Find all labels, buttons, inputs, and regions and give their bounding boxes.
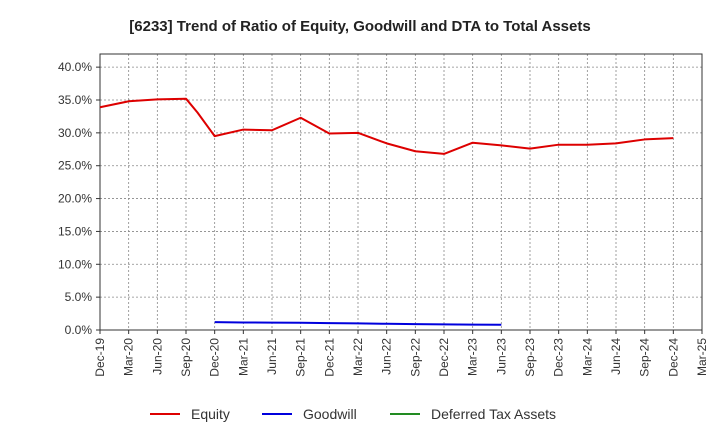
x-tick-label: Dec-22 [437, 338, 451, 377]
x-tick-label: Dec-21 [322, 338, 336, 377]
x-tick-label: Sep-21 [294, 338, 308, 377]
x-tick-label: Mar-21 [236, 338, 250, 376]
y-axis: 0.0% 5.0% 10.0% 15.0% 20.0% 25.0% 30.0% 35.0% 40… [58, 60, 100, 337]
x-tick-label: Jun-20 [150, 338, 164, 375]
y-tick-label: 25.0% [58, 159, 92, 173]
x-tick-label: Dec-23 [552, 338, 566, 377]
x-tick-label: Mar-23 [466, 338, 480, 376]
x-axis: Dec-19 Mar-20 Jun-20 Sep-20 Dec-20 Mar-21 Jun-… [93, 330, 709, 377]
y-tick-label: 40.0% [58, 60, 92, 74]
y-tick-label: 20.0% [58, 192, 92, 206]
x-tick-label: Mar-22 [351, 338, 365, 376]
x-tick-label: Mar-24 [580, 338, 594, 376]
legend-label-equity: Equity [191, 406, 230, 422]
series-layer [99, 97, 674, 326]
legend-label-goodwill: Goodwill [303, 406, 357, 422]
chart-title: [6233] Trend of Ratio of Equity, Goodwil… [129, 18, 590, 35]
x-tick-label: Jun-22 [380, 338, 394, 375]
x-tick-label: Jun-21 [265, 338, 279, 375]
x-tick-label: Jun-24 [609, 338, 623, 375]
x-tick-label: Sep-20 [179, 338, 193, 377]
x-tick-label: Jun-23 [494, 338, 508, 375]
x-tick-label: Dec-20 [208, 338, 222, 377]
y-tick-label: 15.0% [58, 224, 92, 238]
x-tick-label: Mar-25 [695, 338, 709, 376]
y-tick-label: 5.0% [65, 290, 93, 304]
plot-area [99, 53, 703, 331]
y-tick-label: 30.0% [58, 126, 92, 140]
y-tick-label: 0.0% [65, 323, 93, 337]
x-tick-label: Sep-23 [523, 338, 537, 377]
x-tick-label: Sep-24 [638, 338, 652, 377]
legend-label-deferred-tax-assets: Deferred Tax Assets [431, 406, 556, 422]
x-tick-label: Mar-20 [122, 338, 136, 376]
y-tick-label: 35.0% [58, 93, 92, 107]
x-tick-label: Dec-24 [666, 338, 680, 377]
legend: Equity Goodwill Deferred Tax Assets [150, 406, 556, 422]
series-line-equity [99, 97, 674, 155]
x-tick-label: Sep-22 [408, 338, 422, 377]
x-tick-label: Dec-19 [93, 338, 107, 377]
y-tick-label: 10.0% [58, 257, 92, 271]
series-line-goodwill [214, 321, 502, 326]
grid [100, 54, 702, 330]
